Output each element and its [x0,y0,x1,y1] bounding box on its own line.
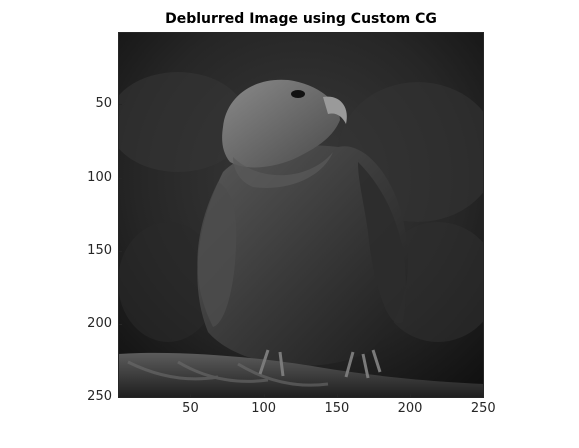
y-tick-label: 250 [87,389,112,405]
x-tick-label: 50 [182,401,199,416]
x-tick-mark [263,394,265,398]
eagle-image [118,32,484,398]
y-tick-mark [118,104,122,106]
x-tick-mark [410,394,412,398]
y-tick-label: 200 [87,316,112,332]
y-tick-mark [118,250,122,252]
x-tick-label: 200 [397,401,423,416]
y-tick-label: 50 [95,96,112,112]
plot-title: Deblurred Image using Custom CG [165,11,437,27]
y-tick-label: 150 [87,242,112,258]
y-tick-mark [118,397,122,398]
x-tick-mark [483,394,484,398]
image-axes[interactable] [118,32,484,398]
x-tick-mark [336,394,338,398]
y-tick-mark [118,177,122,179]
x-tick-mark [190,394,192,398]
y-tick-label: 100 [87,169,112,185]
x-tick-label: 150 [324,401,350,416]
y-tick-mark [118,324,122,326]
x-tick-label: 100 [251,401,277,416]
x-tick-label: 250 [470,401,496,416]
